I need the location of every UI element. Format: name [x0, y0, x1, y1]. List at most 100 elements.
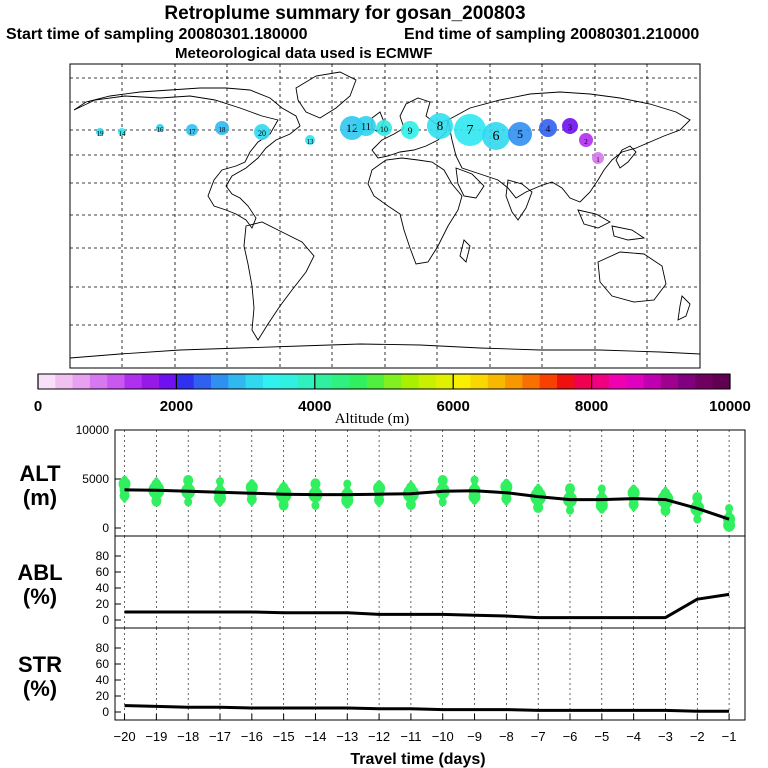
plume-marker-label: 10 [380, 125, 388, 134]
alt-scatter-point [310, 478, 321, 490]
world-map: 19 14 16 17 18 20 13 12 11 10 9 8 7 6 5 4 3 2 1 [69, 63, 701, 369]
alt-scatter-point [660, 504, 671, 516]
alt-scatter-point [341, 493, 354, 508]
x-tick-label: −2 [690, 729, 705, 744]
y-tick-label: 5000 [82, 472, 109, 486]
series-line-alt [124, 488, 730, 521]
alt-scatter-point [598, 507, 605, 514]
plume-marker [356, 116, 376, 136]
y-tick-label: 40 [96, 581, 110, 595]
alt-scatter-point [122, 498, 127, 503]
alt-scatter-point [438, 497, 447, 507]
plume-marker-label: 19 [97, 130, 105, 138]
x-tick-label: −16 [241, 729, 263, 744]
colorbar-cell [418, 374, 437, 389]
alt-scatter-point [151, 495, 162, 507]
y-tick-label: 80 [96, 549, 110, 563]
alt-scatter-point [501, 493, 512, 505]
colorbar-tick-label: 2000 [160, 398, 193, 415]
colorbar-cell [557, 374, 575, 389]
panel-alt: 10000 5000 0 ALT(m) [19, 423, 746, 537]
alt-scatter-point [533, 485, 544, 497]
plume-marker [305, 135, 315, 145]
colorbar-cell [487, 374, 506, 389]
x-tick-label: −14 [304, 729, 326, 744]
x-tick-label: −17 [209, 729, 231, 744]
plume-marker-label: 5 [517, 127, 523, 141]
alt-scatter-point [437, 474, 448, 486]
y-axis-label: ALT [19, 461, 61, 486]
y-axis-unit: (%) [23, 584, 57, 609]
plume-marker-label: 7 [467, 123, 474, 138]
alt-scatter-point [565, 483, 575, 495]
plume-marker [562, 118, 578, 134]
alt-scatter-point [504, 501, 509, 506]
alt-scatter-point [468, 490, 481, 504]
y-tick-label: 40 [96, 673, 110, 687]
x-tick-label: −7 [531, 729, 546, 744]
alt-scatter-point [471, 498, 478, 505]
colorbar-cell [159, 374, 177, 389]
plume-marker-label: 9 [408, 126, 413, 136]
series-line-abl [124, 592, 730, 620]
panel-abl: 80 60 40 20 0 ABL(%) [17, 535, 746, 629]
colorbar-cell [574, 374, 593, 389]
colorbar-cell [89, 374, 108, 389]
colorbar-cell [107, 374, 125, 389]
plume-marker [401, 121, 419, 139]
alt-scatter-point [217, 499, 223, 507]
time-series-panels: 1000050000ALT(m)806040200ABL(%)806040200… [17, 423, 746, 768]
colorbar-cell [193, 374, 212, 389]
plume-marker [376, 120, 392, 136]
colorbar-cell [470, 374, 489, 389]
alt-scatter-point [597, 484, 606, 494]
x-tick-label: −11 [400, 729, 421, 744]
alt-scatter-point [405, 498, 416, 510]
plume-marker [508, 122, 532, 146]
panel-frame [114, 429, 746, 537]
plume-marker [454, 114, 486, 146]
plume-marker-label: 17 [189, 128, 197, 136]
alt-scatter-point [376, 480, 383, 487]
alt-scatter-point [214, 491, 226, 505]
plume-marker-label: 4 [546, 124, 551, 134]
y-tick-label: 10000 [76, 423, 110, 437]
y-tick-label: 60 [96, 657, 110, 671]
plume-marker-label: 20 [258, 129, 266, 138]
y-axis-label: STR [18, 652, 62, 677]
alt-scatter-point [533, 501, 544, 513]
y-tick-label: 80 [96, 641, 110, 655]
alt-scatter-point [183, 474, 194, 486]
colorbar-cell [211, 374, 229, 389]
alt-scatter-point [216, 477, 224, 486]
alt-scatter-point [281, 481, 286, 486]
x-tick-label: −9 [467, 729, 482, 744]
plume-marker [579, 133, 593, 147]
plume-marker-label: 11 [361, 122, 371, 133]
colorbar-cell [332, 374, 350, 389]
x-tick-label: −1 [722, 729, 737, 744]
alt-scatter-point [470, 475, 479, 485]
colorbar-cell [384, 374, 402, 389]
alt-scatter-point [373, 481, 386, 495]
x-tick-label: −19 [145, 729, 167, 744]
y-tick-label: 0 [102, 705, 109, 719]
alt-scatter-point [119, 490, 130, 502]
colorbar-cell [678, 374, 696, 389]
alt-scatter-point [408, 480, 413, 486]
colorbar-cell [297, 374, 316, 389]
colorbar-cell [522, 374, 541, 389]
x-tick-label: −3 [658, 729, 673, 744]
met-source-label: Meteorological data used is ECMWF [175, 45, 433, 62]
colorbar-cell [245, 374, 264, 389]
colorbar-cell [72, 374, 91, 389]
alt-scatter-point [693, 514, 702, 524]
colorbar-cell [349, 374, 368, 389]
alt-scatter-point [245, 480, 258, 494]
alt-scatter-point [631, 507, 636, 512]
end-time-label: End time of sampling 20080301.210000 [404, 26, 700, 43]
colorbar-cell [366, 374, 385, 389]
plume-marker-label: 1 [596, 156, 600, 164]
y-tick-label: 0 [102, 613, 109, 627]
alt-scatter-point [118, 477, 131, 491]
